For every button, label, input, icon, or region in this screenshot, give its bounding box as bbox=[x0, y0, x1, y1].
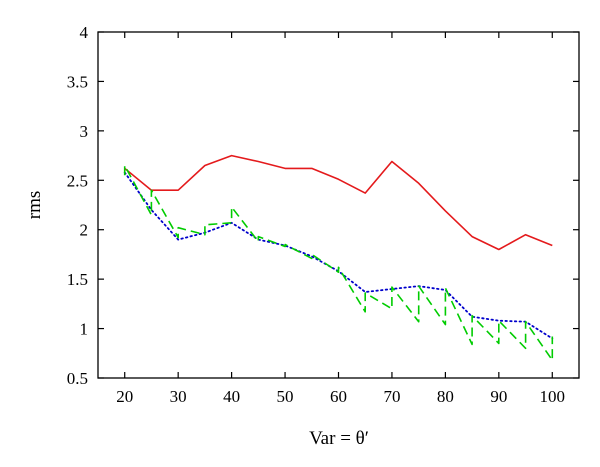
x-tick-label: 20 bbox=[116, 387, 133, 406]
x-tick-label: 70 bbox=[383, 387, 400, 406]
x-tick-label: 80 bbox=[437, 387, 454, 406]
plot-frame bbox=[97, 31, 580, 379]
y-tick-label: 1.5 bbox=[67, 270, 88, 289]
x-tick-label: 60 bbox=[330, 387, 347, 406]
y-tick-label: 4 bbox=[80, 23, 89, 42]
y-tick-label: 2.5 bbox=[67, 171, 88, 190]
y-tick-label: 3 bbox=[80, 122, 89, 141]
series-blue-dotted-line bbox=[123, 171, 554, 340]
x-tick-label: 30 bbox=[170, 387, 187, 406]
x-tick-label: 40 bbox=[223, 387, 240, 406]
x-tick-label: 90 bbox=[490, 387, 507, 406]
y-axis-title: rms bbox=[24, 191, 45, 220]
axis-ticks: 20 30 40 50 60 70 80 90 100 0.5 1 1.5 2 2.5 3 3.5 4 bbox=[67, 23, 579, 406]
x-tick-label: 100 bbox=[540, 387, 566, 406]
series-red-line bbox=[124, 154, 553, 251]
x-tick-label: 50 bbox=[277, 387, 294, 406]
y-tick-label: 0.5 bbox=[67, 369, 88, 388]
y-tick-label: 1 bbox=[80, 320, 89, 339]
series-green-dashed-line bbox=[123, 164, 554, 362]
series-layer bbox=[123, 154, 554, 362]
y-tick-label: 3.5 bbox=[67, 72, 88, 91]
x-axis-title: Var = θ′ bbox=[309, 428, 369, 449]
y-tick-label: 2 bbox=[80, 221, 89, 240]
